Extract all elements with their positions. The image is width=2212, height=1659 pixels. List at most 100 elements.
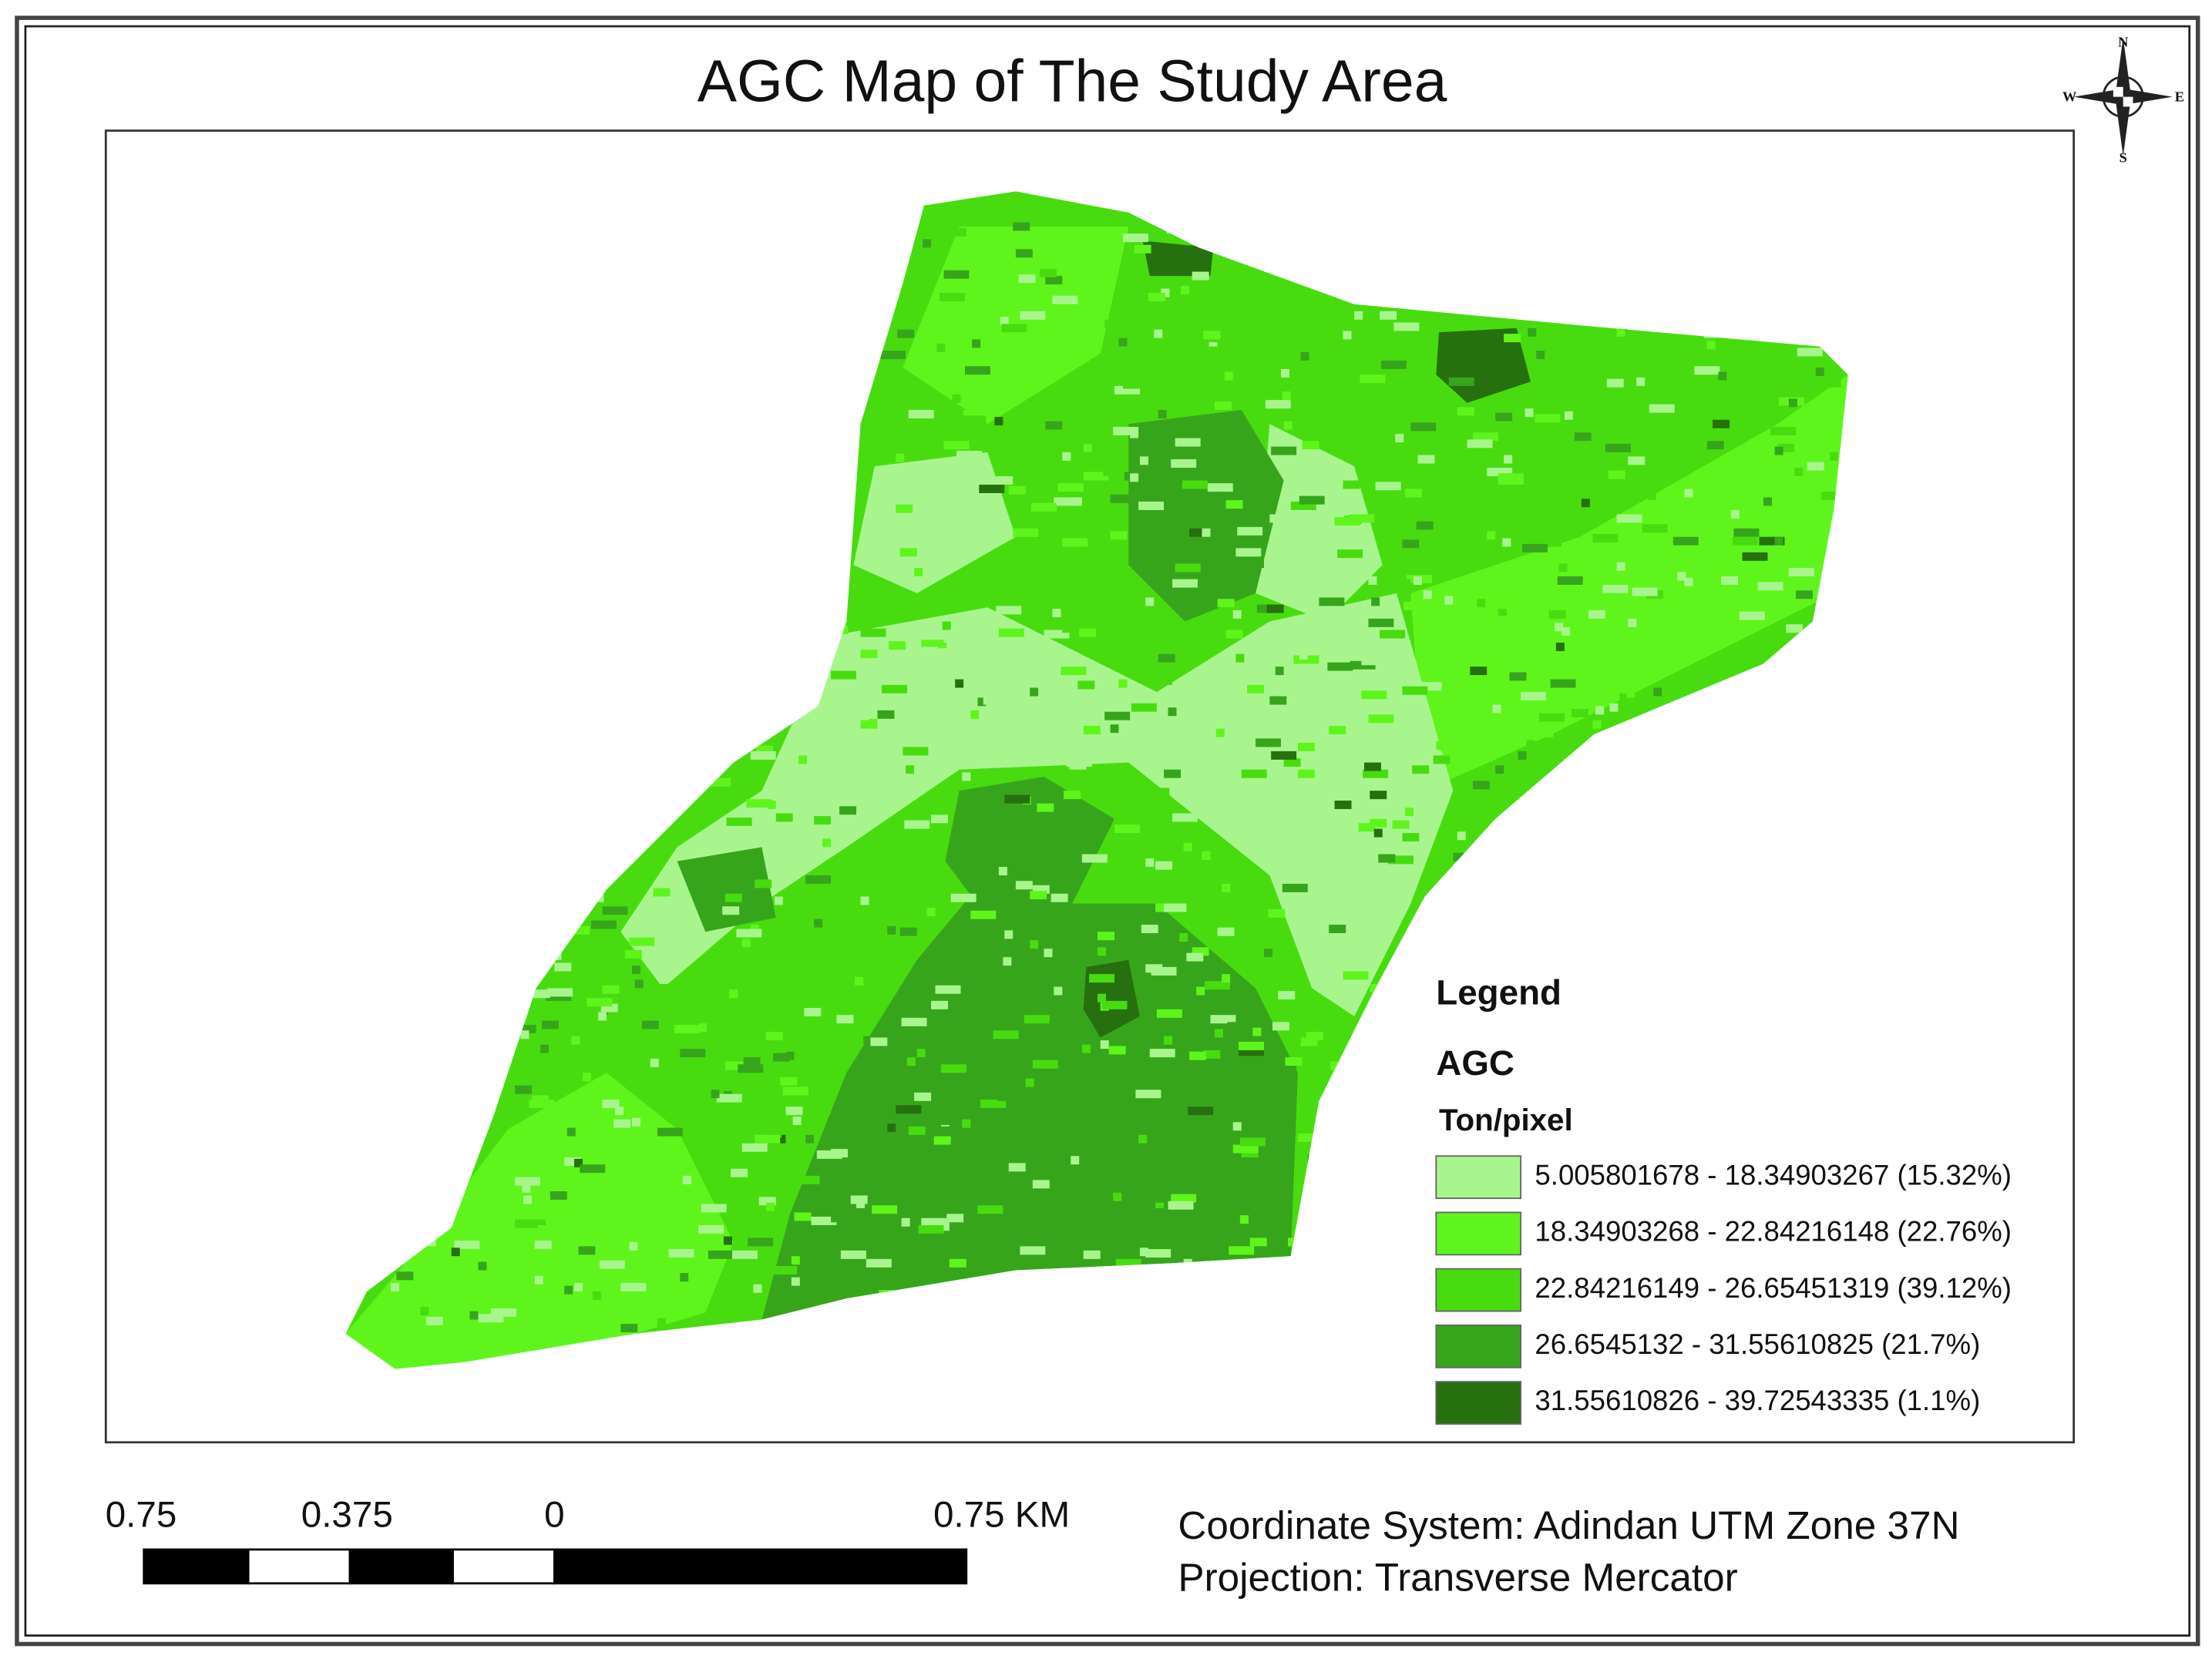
pixel [880, 635, 889, 644]
pixel [1004, 429, 1030, 438]
pixel [1638, 660, 1656, 670]
pixel [587, 998, 613, 1007]
pixel [750, 751, 776, 760]
pixel [1037, 803, 1054, 812]
pixel [765, 1032, 783, 1041]
legend-swatch [1435, 1268, 1522, 1312]
pixel [1343, 331, 1352, 340]
pixel [1794, 468, 1804, 476]
pixel [870, 1037, 888, 1046]
pixel [880, 351, 906, 360]
pixel [1207, 483, 1233, 492]
pixel [1282, 391, 1291, 401]
pixel [897, 329, 915, 338]
pixel [540, 1044, 550, 1053]
pixel [1030, 891, 1047, 900]
pixel [522, 1184, 531, 1193]
pixel [1239, 1041, 1264, 1050]
pixel [1605, 443, 1631, 452]
pixel [1684, 383, 1710, 392]
pixel [1356, 982, 1366, 992]
pixel [785, 1107, 803, 1116]
pixel [1205, 867, 1222, 875]
pixel [822, 838, 832, 848]
pixel [942, 621, 951, 630]
pixel [773, 1129, 782, 1138]
pixel [1448, 377, 1474, 386]
pixel [1004, 930, 1014, 939]
pixel [1025, 1078, 1034, 1087]
pixel [1083, 443, 1092, 452]
pixel [1249, 1238, 1267, 1247]
pixel [1504, 455, 1513, 464]
pixel [970, 710, 980, 719]
pixel [1363, 762, 1381, 771]
pixel [1072, 230, 1098, 240]
pixel [950, 893, 977, 902]
pixel [914, 1092, 932, 1101]
pixel [1410, 422, 1437, 432]
pixel [777, 1170, 803, 1179]
pixel [908, 1126, 926, 1135]
pixel [866, 1258, 892, 1268]
pixel [899, 927, 917, 936]
pixel [899, 548, 917, 557]
pixel [1256, 881, 1266, 890]
pixel [1581, 499, 1590, 508]
pixel [1138, 501, 1165, 510]
pixel [541, 1020, 559, 1029]
pixel [1574, 432, 1592, 442]
pixel [1807, 462, 1824, 471]
pixel [620, 1324, 638, 1333]
pixel [1045, 421, 1063, 430]
pixel [590, 920, 617, 929]
pixel [782, 1086, 808, 1096]
pixel [1052, 609, 1061, 618]
pixel [782, 745, 808, 754]
pixel [765, 1202, 775, 1211]
pixel [1057, 483, 1084, 492]
pixel [1796, 590, 1814, 599]
pixel [529, 1100, 555, 1108]
pixel [1203, 1049, 1221, 1059]
pixel [923, 239, 932, 248]
pixel [1336, 402, 1362, 411]
pixel [1113, 426, 1139, 435]
pixel [1186, 1081, 1195, 1090]
pixel [1259, 803, 1286, 812]
pixel [1595, 706, 1605, 715]
pixel [1405, 489, 1422, 498]
pixel [1145, 597, 1155, 606]
pixel [887, 1123, 896, 1133]
pixel [903, 747, 929, 756]
pixel [1186, 952, 1204, 962]
pixel [729, 989, 738, 999]
pixel [1241, 769, 1267, 778]
pixel [1378, 854, 1396, 863]
pixel [1004, 794, 1030, 804]
pixel [1361, 657, 1387, 666]
pixel [943, 441, 970, 450]
legend-label: 5.005801678 - 18.34903267 (15.32%) [1535, 1159, 2012, 1191]
pixel [940, 227, 966, 237]
pixel [1824, 378, 1841, 388]
pixel [1402, 686, 1428, 695]
zone [1142, 240, 1214, 277]
pixel [1829, 452, 1838, 461]
pixel [860, 896, 869, 905]
pixel [1134, 244, 1151, 254]
pixel [1498, 607, 1507, 616]
pixel [1592, 720, 1602, 729]
pixel [1018, 274, 1036, 284]
compass: N S W E [2062, 34, 2184, 165]
pixel [952, 838, 961, 848]
pixel [1196, 986, 1205, 996]
pixel [1003, 957, 1012, 966]
pixel [1433, 755, 1451, 764]
pixel [1339, 813, 1356, 822]
pixel [1164, 769, 1182, 778]
pixel [1083, 1250, 1101, 1259]
pixel [1739, 611, 1765, 620]
pixel [571, 1036, 580, 1045]
pixel [708, 1250, 734, 1259]
